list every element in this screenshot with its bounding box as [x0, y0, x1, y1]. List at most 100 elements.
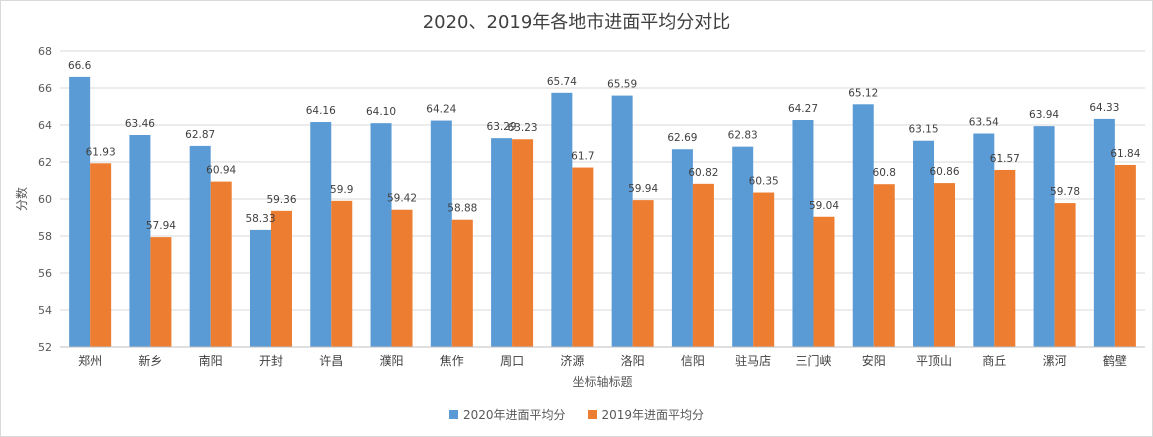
x-tick-label: 焦作 — [440, 354, 464, 368]
data-label: 61.57 — [990, 153, 1020, 165]
legend-label-2019: 2019年进面平均分 — [601, 408, 705, 422]
bar — [692, 183, 714, 347]
data-label: 58.88 — [447, 203, 477, 215]
x-tick-label: 周口 — [500, 354, 524, 368]
data-label: 63.15 — [908, 124, 938, 136]
bar — [632, 200, 654, 347]
data-label: 65.59 — [607, 79, 637, 91]
data-label: 59.94 — [628, 183, 658, 195]
bar — [1114, 164, 1136, 347]
legend-item-2019: 2019年进面平均分 — [587, 406, 705, 423]
bar — [973, 133, 995, 347]
bar — [572, 167, 594, 347]
bar — [210, 181, 232, 347]
legend-item-2020: 2020年进面平均分 — [448, 406, 566, 423]
legend-swatch-2019 — [587, 410, 597, 419]
y-tick-label: 60 — [38, 193, 52, 206]
y-tick-label: 66 — [38, 82, 52, 95]
data-label: 57.94 — [146, 220, 176, 232]
x-tick-label: 开封 — [259, 354, 283, 368]
data-label: 63.29 — [487, 121, 517, 133]
bar — [129, 134, 151, 347]
bar — [189, 145, 211, 347]
bars — [69, 76, 1136, 348]
chart-title: 2020、2019年各地市进面平均分对比 — [422, 12, 731, 33]
data-labels: 66.6 61.93 63.46 57.94 62.87 60.94 58.33 59.36 6… — [68, 60, 1141, 232]
y-tick-label: 58 — [38, 230, 52, 243]
bar — [1033, 126, 1055, 347]
bar — [310, 122, 332, 347]
gridlines — [60, 50, 1145, 311]
bar — [150, 237, 172, 347]
legend: 2020年进面平均分 2019年进面平均分 — [0, 406, 1153, 423]
bar — [913, 140, 935, 347]
data-label: 60.94 — [206, 165, 236, 177]
data-label: 59.42 — [387, 193, 417, 205]
bar — [451, 219, 473, 347]
bar — [732, 146, 754, 347]
bar — [852, 104, 874, 347]
data-label: 64.27 — [788, 103, 818, 115]
data-label: 63.94 — [1029, 109, 1059, 121]
y-tick-label: 56 — [38, 267, 52, 280]
data-label: 59.78 — [1050, 186, 1080, 198]
bar — [551, 92, 573, 347]
bar — [69, 76, 91, 348]
bar — [1054, 203, 1076, 347]
data-label: 60.8 — [873, 167, 896, 179]
data-label: 61.84 — [1110, 148, 1140, 160]
bar — [331, 200, 353, 347]
x-tick-label: 鹤壁 — [1103, 353, 1127, 368]
data-label: 59.04 — [809, 200, 839, 212]
bar — [391, 209, 413, 347]
bar — [370, 123, 392, 348]
y-tick-label: 52 — [38, 341, 52, 354]
x-tick-labels: 郑州 新乡 南阳 开封 许昌 濮阳 焦作 周口 济源 洛阳 信阳 驻马店 三门峡 安阳 平顶山 商丘 漯河 鹤壁 — [78, 353, 1127, 368]
data-label: 62.83 — [728, 130, 758, 142]
data-label: 60.35 — [749, 176, 779, 188]
x-tick-label: 郑州 — [78, 353, 102, 368]
bar — [90, 163, 112, 347]
bar — [873, 184, 895, 347]
x-tick-label: 商丘 — [982, 353, 1006, 368]
y-axis-title: 分数 — [14, 187, 29, 211]
x-tick-label: 濮阳 — [380, 353, 404, 368]
data-label: 61.93 — [86, 146, 116, 158]
data-label: 63.46 — [125, 118, 155, 130]
data-label: 58.33 — [245, 213, 275, 225]
x-tick-label: 安阳 — [862, 353, 886, 368]
x-tick-label: 南阳 — [199, 353, 223, 368]
x-tick-label: 平顶山 — [916, 354, 952, 368]
bar — [934, 183, 956, 347]
x-tick-label: 三门峡 — [795, 353, 831, 368]
x-tick-label: 许昌 — [319, 354, 343, 368]
data-label: 64.10 — [366, 106, 396, 118]
data-label: 64.24 — [426, 104, 456, 116]
data-label: 61.7 — [571, 151, 594, 163]
data-label: 65.12 — [848, 87, 878, 99]
data-label: 63.23 — [508, 122, 538, 134]
data-label: 60.86 — [929, 166, 959, 178]
data-label: 62.69 — [667, 132, 697, 144]
y-tick-label: 64 — [38, 119, 52, 132]
bar — [1093, 118, 1115, 348]
bar — [249, 229, 271, 347]
x-tick-label: 济源 — [560, 353, 584, 368]
x-tick-label: 信阳 — [681, 354, 705, 368]
bar — [753, 192, 775, 347]
bar — [813, 216, 835, 347]
bar — [994, 169, 1016, 347]
bar — [491, 138, 513, 347]
legend-swatch-2020 — [448, 410, 458, 419]
x-tick-label: 洛阳 — [621, 353, 645, 368]
x-tick-label: 驻马店 — [735, 353, 771, 368]
x-tick-label: 漯河 — [1043, 354, 1067, 368]
bar — [611, 95, 633, 348]
data-label: 64.16 — [306, 105, 336, 117]
bar — [270, 210, 292, 347]
bar — [792, 120, 814, 347]
x-axis-title: 坐标轴标题 — [572, 374, 632, 389]
data-label: 64.33 — [1089, 102, 1119, 114]
data-label: 60.82 — [688, 167, 718, 179]
